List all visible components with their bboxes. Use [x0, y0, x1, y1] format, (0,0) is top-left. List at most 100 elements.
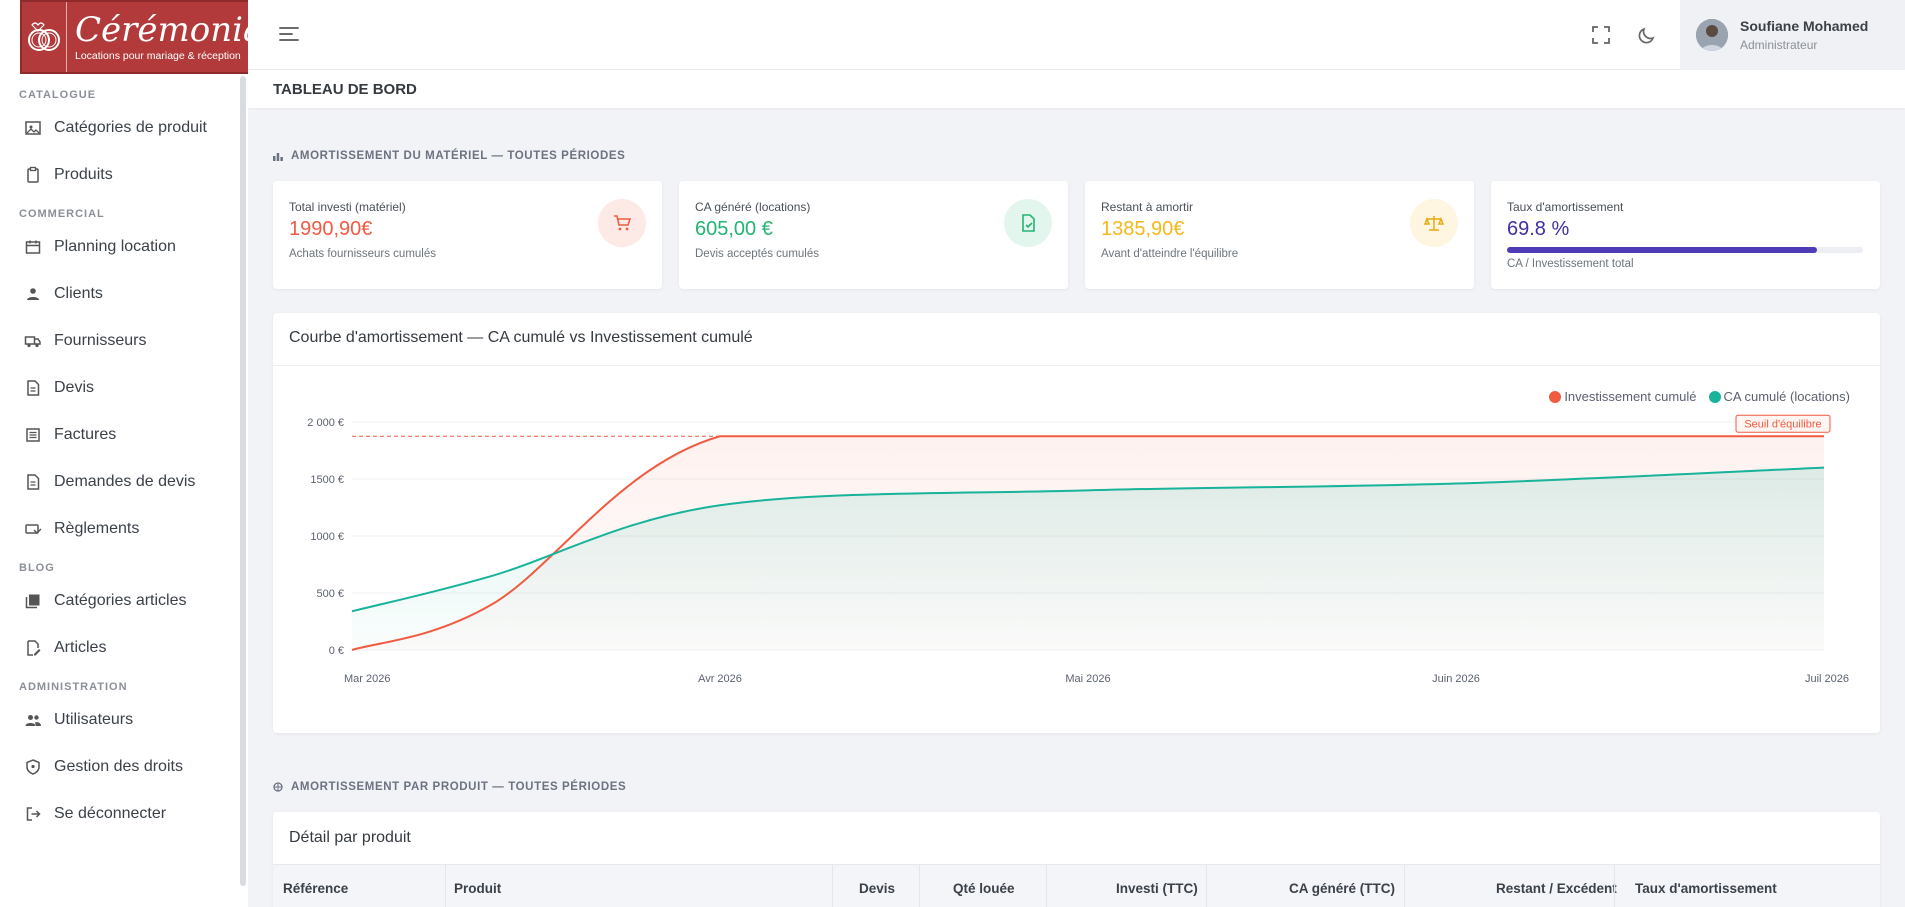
sidebar-item-gestion-des-droits[interactable]: Gestion des droits [24, 752, 183, 782]
truck-icon [24, 332, 42, 350]
dark-mode-icon[interactable] [1636, 24, 1658, 46]
column-header-restant[interactable]: Restant / Excédent [1496, 881, 1617, 896]
legend-item-ca[interactable]: CA cumulé (locations) [1708, 389, 1850, 404]
x-tick-label: Mar 2026 [344, 673, 390, 685]
scale-icon [1410, 199, 1458, 247]
bar-chart-icon [273, 153, 283, 161]
legend-label: Investissement cumulé [1564, 389, 1697, 404]
divider [273, 365, 1880, 366]
column-header-investi[interactable]: Investi (TTC) [1116, 881, 1198, 896]
sidebar-item-clients[interactable]: Clients [24, 279, 103, 309]
sidebar-item-reglements[interactable]: Règlements [24, 514, 139, 544]
sidebar-item-label: Catégories de produit [54, 119, 207, 136]
column-header-reference[interactable]: Référence [283, 881, 349, 896]
sidebar-item-produits[interactable]: Produits [24, 160, 113, 190]
column-header-qte-louee[interactable]: Qté louée [953, 881, 1015, 896]
image-icon [24, 119, 42, 137]
topbar: Soufiane Mohamed Administrateur [248, 0, 1905, 70]
avatar [1696, 19, 1728, 51]
column-header-ca-genere[interactable]: CA généré (TTC) [1289, 881, 1396, 896]
sidebar-item-devis[interactable]: Devis [24, 373, 94, 403]
series-line-ca [351, 466, 1825, 613]
sidebar-scrollbar[interactable] [240, 76, 246, 886]
sidebar-item-categories-de-produit[interactable]: Catégories de produit [24, 113, 207, 143]
section-header-amortissement: AMORTISSEMENT DU MATÉRIEL — TOUTES PÉRIO… [273, 150, 625, 162]
chart-title: Courbe d'amortissement — CA cumulé vs In… [289, 329, 753, 346]
users-icon [24, 285, 42, 303]
sidebar-item-factures[interactable]: Factures [24, 420, 116, 450]
x-tick-label: Juil 2026 [1805, 673, 1849, 685]
user-menu[interactable]: Soufiane Mohamed Administrateur [1680, 0, 1905, 70]
edit-document-icon [24, 639, 42, 657]
kpi-label: CA généré (locations) [695, 200, 811, 214]
sidebar-item-label: Planning location [54, 238, 176, 255]
brand-logo[interactable]: Cérémonia.re Locations pour mariage & ré… [20, 0, 255, 74]
page-header: TABLEAU DE BORD [248, 70, 1905, 108]
kpi-value: 605,00 € [695, 218, 773, 240]
kpi-subtitle: CA / Investissement total [1507, 258, 1634, 270]
document-icon [24, 473, 42, 491]
sidebar-item-articles[interactable]: Articles [24, 633, 106, 663]
kpi-card-total-investi: Total investi (matériel) 1990,90€ Achats… [273, 181, 662, 289]
column-divider [445, 865, 446, 907]
sidebar-item-label: Factures [54, 426, 117, 443]
section-title: AMORTISSEMENT PAR PRODUIT — TOUTES PÉRIO… [291, 781, 627, 793]
sidebar-item-utilisateurs[interactable]: Utilisateurs [24, 705, 133, 735]
rings-icon [22, 2, 67, 72]
table-title: Détail par produit [289, 829, 411, 846]
cube-icon [273, 782, 283, 792]
sidebar-item-label: Utilisateurs [54, 711, 134, 728]
logout-icon [24, 805, 42, 823]
user-role: Administrateur [1740, 38, 1818, 52]
progress-fill [1507, 247, 1817, 253]
library-icon [24, 592, 42, 610]
kpi-label: Restant à amortir [1101, 200, 1194, 214]
sidebar-section-title: ADMINISTRATION [19, 681, 128, 693]
kpi-card-ca-genere: CA généré (locations) 605,00 € Devis acc… [679, 181, 1068, 289]
sidebar-item-categories-articles[interactable]: Catégories articles [24, 586, 187, 616]
kpi-subtitle: Devis acceptés cumulés [695, 248, 819, 260]
column-header-devis[interactable]: Devis [859, 881, 896, 896]
sidebar-section-title: BLOG [19, 562, 55, 574]
legend-dot [1549, 390, 1562, 403]
kpi-value: 1990,90€ [289, 218, 373, 240]
kpi-value: 1385,90€ [1101, 218, 1185, 240]
x-tick-label: Mai 2026 [1065, 673, 1110, 685]
section-title: AMORTISSEMENT DU MATÉRIEL — TOUTES PÉRIO… [291, 150, 626, 162]
y-tick-label: 1000 € [310, 531, 344, 543]
sidebar-item-fournisseurs[interactable]: Fournisseurs [24, 326, 146, 356]
table-header-row: Référence Produit Devis Qté louée Invest… [273, 864, 1880, 907]
threshold-label: Seuil d'équilibre [1744, 418, 1821, 430]
sidebar-item-planning-location[interactable]: Planning location [24, 232, 176, 262]
sidebar-item-demandes-de-devis[interactable]: Demandes de devis [24, 467, 195, 497]
table-card: Détail par produit Référence Produit Dev… [273, 812, 1880, 907]
sidebar-section-title: COMMERCIAL [19, 208, 105, 220]
document-icon [24, 379, 42, 397]
column-divider [919, 865, 920, 907]
column-divider [1206, 865, 1207, 907]
threshold-badge-box [1735, 414, 1831, 433]
kpi-value: 69.8 % [1507, 218, 1570, 240]
sidebar-item-label: Fournisseurs [54, 332, 147, 349]
section-header-par-produit: AMORTISSEMENT PAR PRODUIT — TOUTES PÉRIO… [273, 781, 626, 793]
menu-toggle-icon[interactable] [278, 24, 300, 44]
x-tick-label: Juin 2026 [1432, 673, 1480, 685]
column-divider [1614, 865, 1615, 907]
legend-item-investissement[interactable]: Investissement cumulé [1549, 389, 1697, 404]
kpi-label: Taux d'amortissement [1507, 200, 1624, 214]
page-title: TABLEAU DE BORD [273, 81, 417, 98]
sidebar-nav: CATALOGUE Catégories de produit Produits CO… [0, 74, 240, 907]
y-tick-label: 2 000 € [307, 417, 344, 429]
fullscreen-icon[interactable] [1590, 24, 1612, 46]
column-header-taux[interactable]: Taux d'amortissement [1635, 881, 1777, 896]
sidebar-item-label: Gestion des droits [54, 758, 183, 775]
sidebar-item-label: Se déconnecter [54, 805, 167, 822]
y-tick-label: 1500 € [310, 474, 344, 486]
y-tick-label: 0 € [329, 645, 344, 657]
sidebar-item-se-deconnecter[interactable]: Se déconnecter [24, 799, 166, 829]
kpi-label: Total investi (matériel) [289, 200, 406, 214]
column-header-produit[interactable]: Produit [454, 881, 502, 896]
legend-dot [1708, 390, 1721, 403]
column-divider [1046, 865, 1047, 907]
threshold-badge: Seuil d'équilibre [1735, 414, 1831, 433]
